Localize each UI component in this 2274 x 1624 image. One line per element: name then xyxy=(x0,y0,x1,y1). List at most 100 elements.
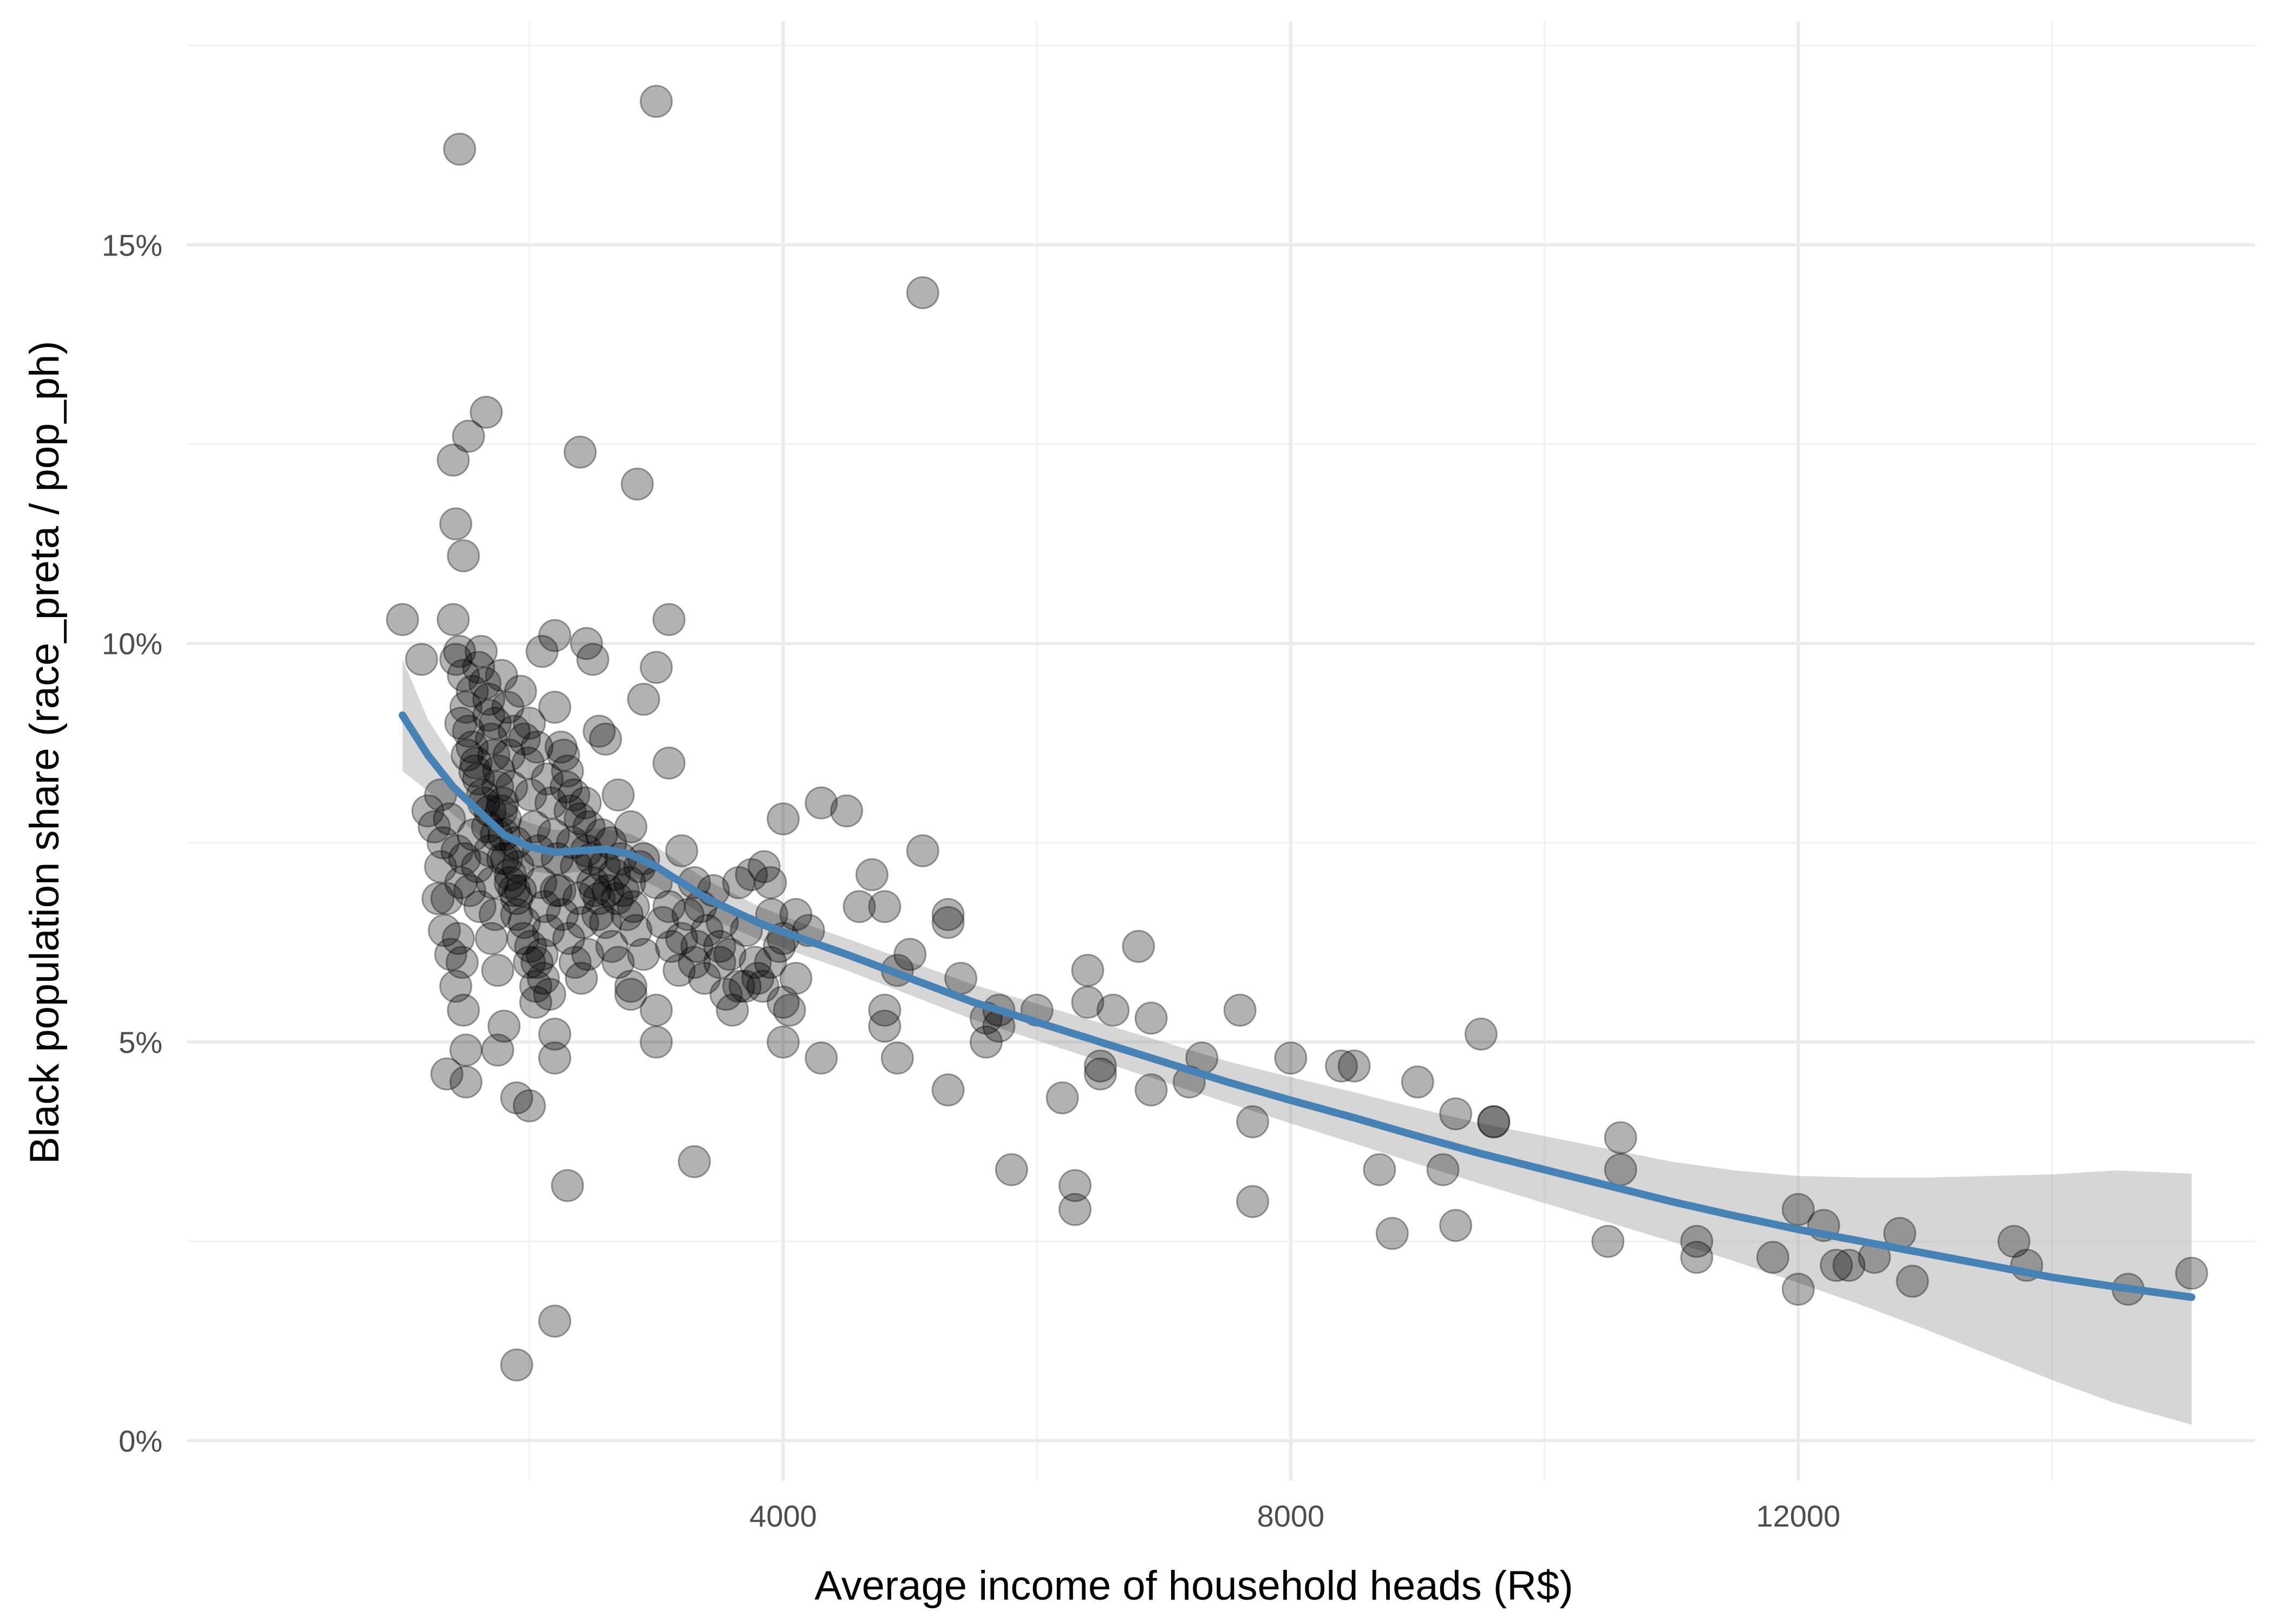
data-point xyxy=(462,762,495,796)
data-point xyxy=(440,834,474,868)
data-point xyxy=(557,778,591,811)
data-point xyxy=(690,914,724,947)
grid xyxy=(187,22,2255,1481)
data-point xyxy=(469,396,503,429)
data-point xyxy=(504,874,537,907)
data-point xyxy=(439,643,473,676)
data-point xyxy=(479,898,512,931)
data-point xyxy=(1604,1153,1637,1187)
data-point xyxy=(579,874,612,907)
data-point xyxy=(519,970,552,1003)
data-point xyxy=(544,730,578,764)
data-point xyxy=(1832,1248,1866,1282)
data-point xyxy=(931,906,965,939)
data-point xyxy=(566,906,599,939)
data-point xyxy=(463,890,496,924)
data-point xyxy=(1274,1042,1308,1075)
data-point xyxy=(520,730,554,764)
data-point xyxy=(421,882,455,915)
data-point xyxy=(494,858,527,892)
data-point xyxy=(741,961,775,995)
data-point xyxy=(1236,1105,1270,1138)
data-point xyxy=(805,786,838,820)
data-point xyxy=(471,810,504,843)
data-point xyxy=(447,659,480,692)
data-point xyxy=(868,890,901,924)
data-point xyxy=(449,1033,483,1067)
data-point xyxy=(485,794,518,828)
data-point xyxy=(525,634,559,668)
data-point xyxy=(564,435,597,469)
data-point xyxy=(511,746,545,780)
data-point xyxy=(477,738,511,772)
data-point xyxy=(677,946,711,979)
data-point xyxy=(602,946,635,979)
data-point xyxy=(449,1065,483,1099)
data-point xyxy=(513,706,546,740)
confidence-ribbon-layer xyxy=(402,659,2192,1425)
data-point xyxy=(570,627,603,660)
data-point xyxy=(1680,1224,1714,1258)
data-point xyxy=(1781,1193,1815,1226)
data-point xyxy=(773,993,806,1027)
data-point xyxy=(479,706,512,740)
data-point xyxy=(591,874,625,907)
y-axis-title: Black population share (race_preta / pop… xyxy=(22,341,68,1164)
data-point xyxy=(1680,1241,1714,1274)
data-point xyxy=(639,993,673,1027)
data-point xyxy=(754,946,787,979)
data-point xyxy=(552,922,585,955)
data-point xyxy=(564,802,597,836)
data-point xyxy=(747,850,781,883)
data-point xyxy=(475,922,508,955)
data-point xyxy=(1223,993,1257,1027)
data-point xyxy=(473,834,507,868)
data-point xyxy=(411,794,445,828)
data-point xyxy=(739,946,772,979)
y-tick-label: 0% xyxy=(119,1424,162,1458)
data-point xyxy=(1337,1049,1371,1083)
data-point xyxy=(546,898,579,931)
data-point xyxy=(1083,1057,1117,1091)
data-point xyxy=(500,898,533,931)
data-point xyxy=(504,675,537,708)
data-point xyxy=(500,882,533,915)
data-point xyxy=(1604,1121,1637,1155)
data-point xyxy=(507,906,541,939)
data-point xyxy=(527,961,560,995)
data-point xyxy=(571,938,605,971)
data-point xyxy=(995,1153,1028,1187)
data-point xyxy=(528,890,561,924)
x-tick-label: 8000 xyxy=(1257,1499,1325,1533)
data-point xyxy=(1477,1105,1511,1138)
points-layer xyxy=(385,84,2208,1381)
data-point xyxy=(452,715,485,748)
data-point xyxy=(589,906,622,939)
data-point xyxy=(728,970,762,1003)
data-point xyxy=(620,467,654,501)
data-point xyxy=(1083,1049,1117,1083)
data-point xyxy=(481,1033,514,1067)
data-point xyxy=(1375,1217,1409,1250)
data-point xyxy=(450,738,484,772)
data-point xyxy=(538,1305,572,1338)
data-point xyxy=(610,898,644,931)
data-point xyxy=(893,938,927,971)
y-tick-label: 10% xyxy=(102,627,162,661)
data-point xyxy=(444,706,478,740)
data-point xyxy=(465,634,498,668)
data-point xyxy=(513,1089,546,1123)
data-point xyxy=(1756,1241,1789,1274)
data-point xyxy=(746,970,780,1003)
data-point xyxy=(485,659,518,692)
data-point xyxy=(652,890,686,924)
data-point xyxy=(655,929,688,963)
data-point xyxy=(453,874,487,907)
data-point xyxy=(513,946,546,979)
data-point xyxy=(1071,954,1105,987)
data-point xyxy=(442,922,475,955)
data-point xyxy=(627,683,661,716)
data-point xyxy=(514,929,547,963)
data-point xyxy=(562,882,596,915)
